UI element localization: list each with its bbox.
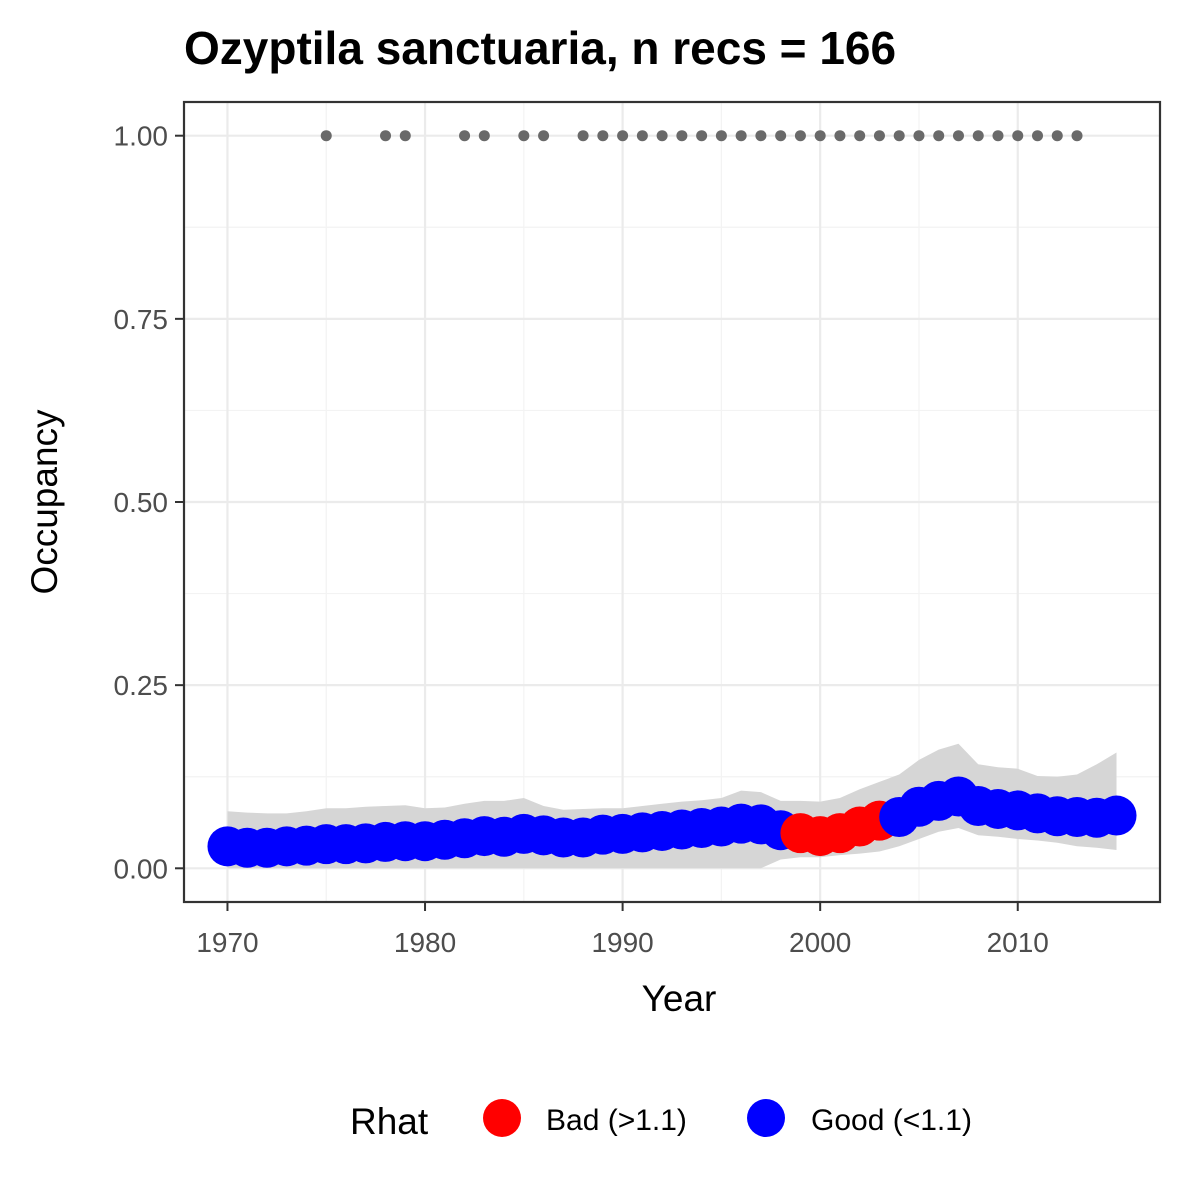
x-tick-label: 1980 — [394, 927, 456, 958]
record-point — [399, 130, 411, 142]
record-point — [794, 130, 806, 142]
chart-title: Ozyptila sanctuaria, n recs = 166 — [184, 22, 896, 74]
legend: Rhat Bad (>1.1) Good (<1.1) — [350, 1099, 972, 1142]
legend-label-good: Good (<1.1) — [811, 1104, 972, 1137]
y-tick-label: 1.00 — [114, 121, 169, 152]
record-point — [873, 130, 885, 142]
record-point — [1012, 130, 1024, 142]
record-point — [617, 130, 629, 142]
record-point — [933, 130, 945, 142]
record-point — [518, 130, 530, 142]
legend-swatch-good — [747, 1099, 785, 1137]
x-tick-label: 1970 — [196, 927, 258, 958]
occupancy-point-good — [1096, 795, 1137, 836]
record-point — [1051, 130, 1063, 142]
major-gridlines — [184, 102, 1160, 902]
record-point — [459, 130, 471, 142]
record-points — [320, 130, 1083, 142]
record-point — [775, 130, 787, 142]
record-point — [597, 130, 609, 142]
record-point — [380, 130, 392, 142]
y-axis: 0.00 0.25 0.50 0.75 1.00 — [114, 121, 184, 884]
record-point — [992, 130, 1004, 142]
record-point — [735, 130, 747, 142]
legend-title: Rhat — [350, 1101, 429, 1142]
record-point — [952, 130, 964, 142]
y-axis-title: Occupancy — [24, 409, 65, 595]
x-axis: 1970 1980 1990 2000 2010 — [196, 902, 1049, 958]
x-tick-label: 2000 — [789, 927, 851, 958]
y-tick-label: 0.50 — [114, 487, 169, 518]
record-point — [676, 130, 688, 142]
record-point — [972, 130, 984, 142]
record-point — [1071, 130, 1083, 142]
y-tick-label: 0.00 — [114, 853, 169, 884]
record-point — [538, 130, 550, 142]
y-tick-label: 0.25 — [114, 670, 169, 701]
legend-label-bad: Bad (>1.1) — [546, 1104, 687, 1137]
record-point — [715, 130, 727, 142]
record-point — [755, 130, 767, 142]
record-point — [834, 130, 846, 142]
record-point — [636, 130, 648, 142]
record-point — [854, 130, 866, 142]
record-point — [1032, 130, 1044, 142]
record-point — [814, 130, 826, 142]
record-point — [320, 130, 332, 142]
plot-panel — [182, 100, 1162, 904]
record-point — [893, 130, 905, 142]
x-tick-label: 1990 — [591, 927, 653, 958]
record-point — [913, 130, 925, 142]
record-point — [478, 130, 490, 142]
y-tick-label: 0.75 — [114, 304, 169, 335]
record-point — [656, 130, 668, 142]
x-tick-label: 2010 — [987, 927, 1049, 958]
record-point — [696, 130, 708, 142]
x-axis-title: Year — [642, 978, 717, 1019]
occupancy-points — [207, 776, 1137, 868]
record-point — [577, 130, 589, 142]
legend-swatch-bad — [483, 1099, 521, 1137]
